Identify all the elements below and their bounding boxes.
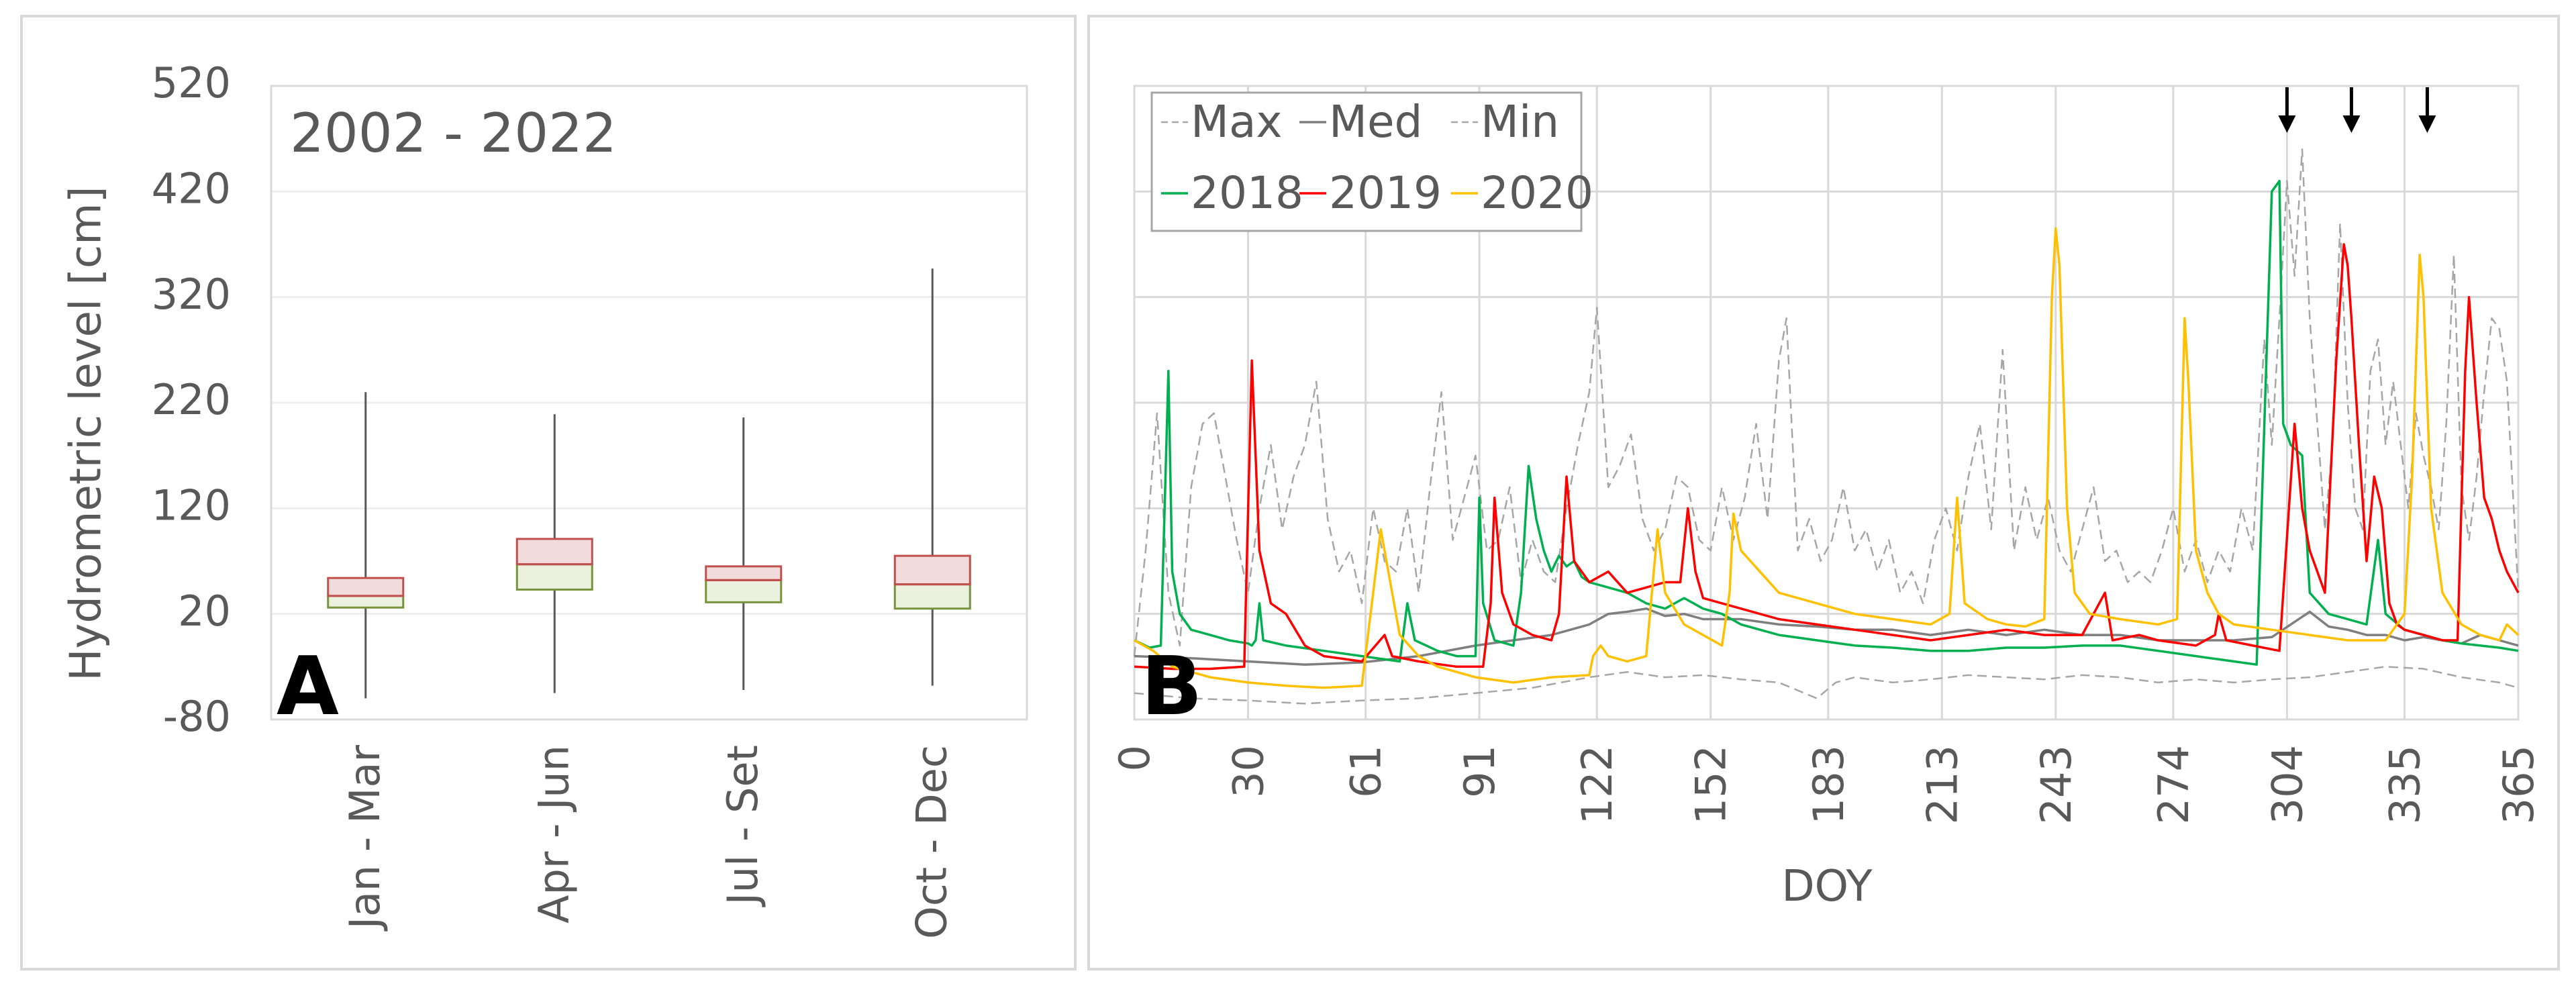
panel-b-arrows [2278,87,2436,133]
panel-b-legend: Max Med Min 2018 2019 2020 [1150,91,1593,232]
panel-a-plot-area [270,85,1028,721]
panel-a-annotation: 2002 - 2022 [290,102,617,164]
y-tick-label: 420 [152,164,231,213]
panel-b: 0 30 61 91 122 152 183 213 243 274 304 335 365 DOY M… [1110,85,2543,911]
panel-b-label: B [1141,640,1202,734]
panel-a-x-tick-labels: Jan - Mar Apr - Jun Jul - Set Oct - Dec [340,744,956,938]
x-tick-label: 30 [1224,745,1273,798]
x-tick-label: Jan - Mar [340,744,389,932]
x-tick-label: 0 [1110,745,1159,771]
series-line-med [1134,607,2519,666]
box-upper-quartile [327,577,405,597]
x-tick-label: Jul - Set [718,745,767,907]
series-line-2019 [1134,243,2520,670]
arrow-head [2418,115,2436,133]
x-tick-label: 183 [1804,745,1853,824]
x-tick-label: 243 [2032,745,2081,824]
box-lower-quartile [893,583,971,610]
x-tick-label: 335 [2381,745,2430,824]
x-tick-label: 91 [1455,745,1504,798]
box-lower-quartile [327,595,405,609]
panel-b-x-tick-labels: 0 30 61 91 122 152 183 213 243 274 304 335 365 [1110,745,2543,824]
x-tick-label: 365 [2494,745,2543,824]
series-line-min [1134,666,2519,705]
legend-entry: Min [1481,96,1559,148]
box-upper-quartile [705,565,783,581]
x-tick-label: 122 [1573,745,1622,824]
arrow-head [2342,115,2361,133]
box-lower-quartile [515,563,593,591]
legend-entry: 2018 [1191,167,1303,219]
x-tick-label: 213 [1918,745,1967,824]
box-upper-quartile [893,554,971,586]
series-line-2018 [1134,179,2519,666]
arrow-head [2278,115,2296,133]
legend-entry: Med [1329,96,1422,148]
legend-box [1150,91,1583,232]
x-tick-label: 304 [2263,745,2312,824]
legend-entry: 2019 [1329,167,1442,219]
y-tick-label: 320 [152,270,231,319]
panel-a-y-tick-labels: -80 20 120 220 320 420 520 [152,58,231,741]
x-tick-label: 61 [1342,745,1391,798]
y-tick-label: 520 [152,58,231,107]
panel-a-label: A [277,640,339,734]
y-tick-label: 20 [178,587,231,636]
panel-b-plot-area [1133,85,2520,721]
box-lower-quartile [705,579,783,603]
panel-b-x-axis-label: DOY [1781,862,1873,911]
x-tick-label: Oct - Dec [907,745,956,939]
panel-a-gridlines [271,190,1027,615]
legend-entry: 2020 [1481,167,1593,219]
legend-entry: Max [1191,96,1282,148]
panel-a-y-axis-label: Hydrometric level [cm] [62,186,111,681]
y-tick-label: -80 [163,692,231,741]
panel-a-frame [20,15,1077,970]
series-line-2020 [1134,227,2520,689]
y-tick-label: 120 [152,481,231,530]
box-upper-quartile [515,538,593,566]
x-tick-label: 152 [1687,745,1736,824]
x-tick-label: Apr - Jun [529,745,578,924]
y-tick-label: 220 [152,375,231,424]
x-tick-label: 274 [2149,745,2198,824]
panel-b-series [1133,148,2520,705]
panel-a-boxes [327,268,971,699]
